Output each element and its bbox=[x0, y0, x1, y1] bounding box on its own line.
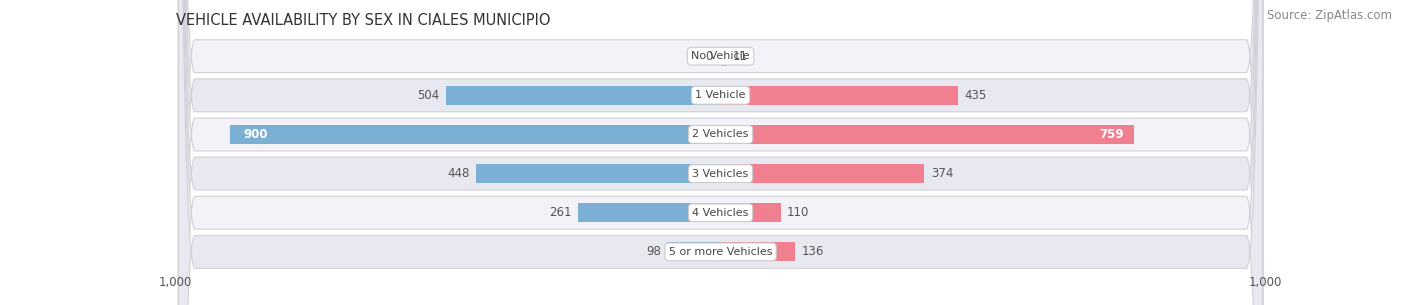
Text: 448: 448 bbox=[447, 167, 470, 180]
Text: Source: ZipAtlas.com: Source: ZipAtlas.com bbox=[1267, 9, 1392, 22]
Text: 900: 900 bbox=[243, 128, 269, 141]
Text: 435: 435 bbox=[965, 89, 987, 102]
Bar bbox=[668, 242, 721, 261]
Bar bbox=[231, 125, 721, 144]
Text: 4 Vehicles: 4 Vehicles bbox=[692, 208, 749, 218]
FancyBboxPatch shape bbox=[179, 0, 1263, 305]
Bar bbox=[721, 86, 957, 105]
FancyBboxPatch shape bbox=[179, 0, 1263, 305]
Text: 98: 98 bbox=[645, 246, 661, 258]
Text: 0: 0 bbox=[704, 50, 713, 63]
Bar bbox=[477, 164, 721, 183]
FancyBboxPatch shape bbox=[179, 0, 1263, 305]
Text: 759: 759 bbox=[1099, 128, 1125, 141]
Text: 5 or more Vehicles: 5 or more Vehicles bbox=[669, 247, 772, 257]
Text: 3 Vehicles: 3 Vehicles bbox=[692, 169, 749, 179]
Bar bbox=[721, 47, 727, 66]
Bar bbox=[446, 86, 721, 105]
FancyBboxPatch shape bbox=[179, 0, 1263, 305]
Text: 2 Vehicles: 2 Vehicles bbox=[692, 129, 749, 139]
Bar bbox=[578, 203, 721, 222]
FancyBboxPatch shape bbox=[179, 0, 1263, 305]
Text: 261: 261 bbox=[550, 206, 572, 219]
Text: No Vehicle: No Vehicle bbox=[692, 51, 749, 61]
Text: 1 Vehicle: 1 Vehicle bbox=[696, 90, 745, 100]
Bar bbox=[721, 242, 794, 261]
Text: VEHICLE AVAILABILITY BY SEX IN CIALES MUNICIPIO: VEHICLE AVAILABILITY BY SEX IN CIALES MU… bbox=[176, 13, 550, 28]
Bar bbox=[721, 203, 780, 222]
Text: 11: 11 bbox=[733, 50, 748, 63]
FancyBboxPatch shape bbox=[179, 0, 1263, 305]
Text: 374: 374 bbox=[931, 167, 953, 180]
Bar bbox=[721, 164, 924, 183]
Text: 136: 136 bbox=[801, 246, 824, 258]
Bar bbox=[721, 125, 1135, 144]
Text: 504: 504 bbox=[418, 89, 440, 102]
Text: 110: 110 bbox=[787, 206, 810, 219]
